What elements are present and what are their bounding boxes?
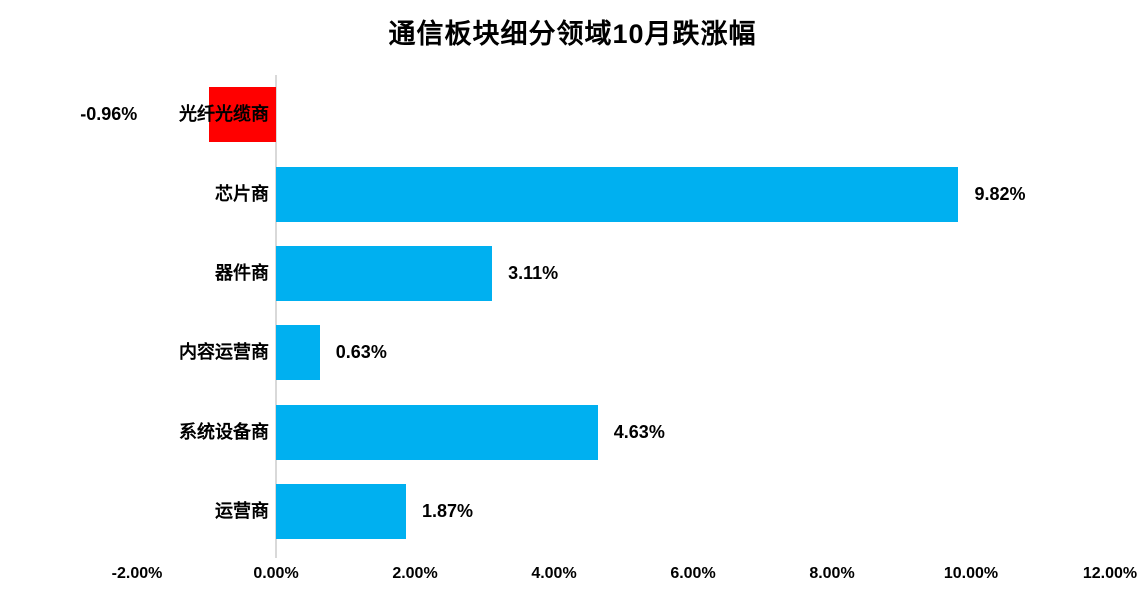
bar — [276, 325, 320, 381]
category-label: 芯片商 — [215, 183, 269, 204]
value-label: -0.96% — [80, 104, 138, 125]
x-tick-label: 0.00% — [253, 565, 299, 582]
x-tick-label: 8.00% — [809, 565, 855, 582]
value-label: 9.82% — [974, 183, 1026, 204]
category-label: 系统设备商 — [179, 421, 269, 442]
value-label: 1.87% — [421, 500, 473, 521]
bar — [276, 245, 493, 301]
chart-title: 通信板块细分领域10月跌涨幅 — [388, 19, 757, 49]
category-label: 器件商 — [215, 262, 269, 283]
x-tick-label: 10.00% — [943, 565, 999, 582]
value-label: 0.63% — [335, 342, 387, 363]
x-tick-label: -2.00% — [111, 565, 163, 582]
category-label: 光纤光缆商 — [179, 104, 269, 125]
category-label: 运营商 — [215, 500, 269, 521]
bar — [209, 87, 276, 143]
y-axis-line — [275, 75, 277, 558]
x-tick-label: 2.00% — [392, 565, 438, 582]
x-tick-label: 12.00% — [1082, 565, 1138, 582]
bar — [276, 166, 959, 222]
x-tick-label: 4.00% — [531, 565, 577, 582]
value-label: 4.63% — [613, 421, 665, 442]
category-label: 内容运营商 — [179, 342, 269, 363]
x-tick-label: 6.00% — [670, 565, 716, 582]
bar — [276, 483, 406, 539]
bar — [276, 404, 598, 460]
value-label: 3.11% — [508, 262, 559, 283]
